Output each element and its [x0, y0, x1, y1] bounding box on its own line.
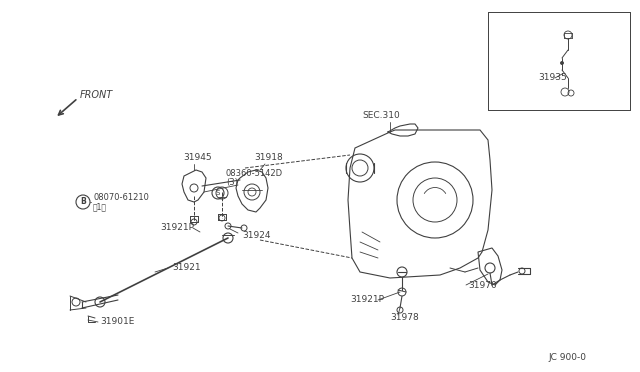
Text: S: S: [216, 190, 220, 196]
Text: 31935: 31935: [538, 74, 567, 83]
Text: (3): (3): [226, 177, 238, 186]
Text: FRONT: FRONT: [80, 90, 113, 100]
Text: 31945: 31945: [183, 154, 212, 163]
Text: 31924: 31924: [242, 231, 271, 240]
Text: SEC.310: SEC.310: [362, 112, 400, 121]
Text: JC 900-0: JC 900-0: [548, 353, 586, 362]
Text: 〈1）: 〈1）: [93, 202, 107, 212]
Text: 31921P: 31921P: [160, 224, 194, 232]
Text: 31901E: 31901E: [100, 317, 134, 327]
Text: 31921P: 31921P: [350, 295, 384, 305]
Text: 08070-61210: 08070-61210: [93, 193, 149, 202]
Text: 31978: 31978: [390, 314, 419, 323]
Text: B: B: [80, 198, 86, 206]
Text: 31921: 31921: [172, 263, 200, 273]
Text: 31970: 31970: [468, 280, 497, 289]
Text: 08360-5142D: 08360-5142D: [226, 170, 283, 179]
Circle shape: [561, 61, 563, 64]
Text: 31918: 31918: [254, 154, 283, 163]
